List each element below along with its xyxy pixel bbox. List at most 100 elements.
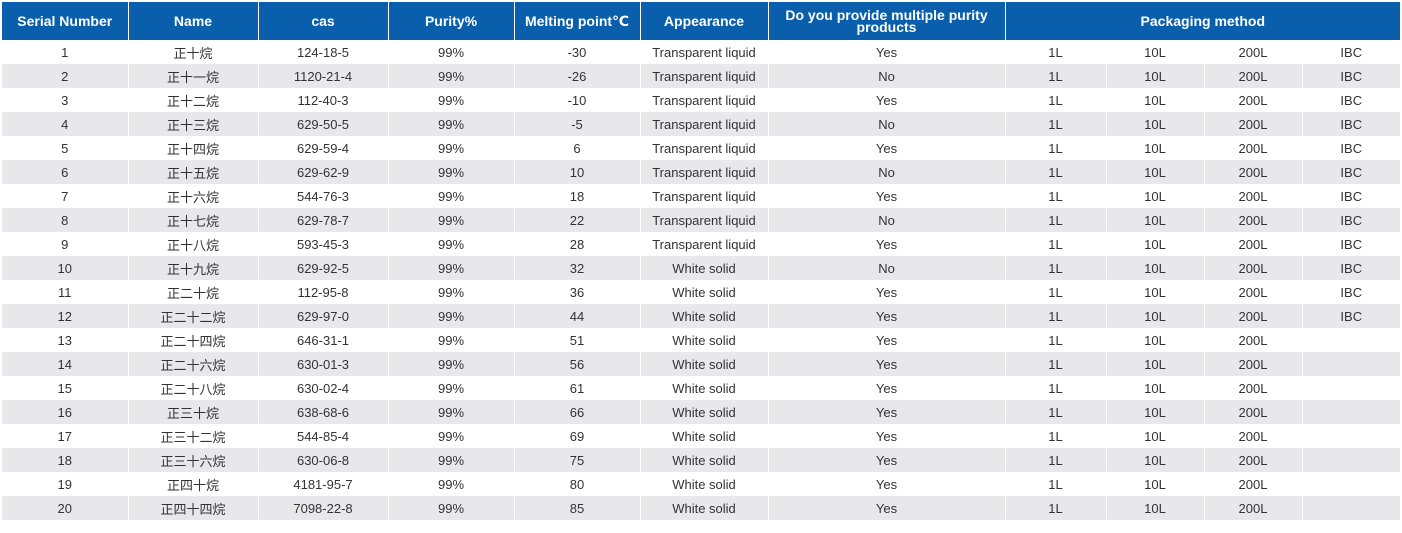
cell-name: 正四十四烷	[128, 496, 259, 520]
cell-purity: 99%	[388, 40, 515, 64]
cell-pack-1l: 1L	[1005, 136, 1107, 160]
cell-appearance: White solid	[640, 472, 769, 496]
header-purity: Purity%	[388, 2, 515, 40]
cell-melting-point: -10	[514, 88, 641, 112]
cell-cas: 544-85-4	[258, 424, 389, 448]
cell-cas: 629-92-5	[258, 256, 389, 280]
cell-pack-ibc	[1302, 376, 1401, 400]
cell-name: 正三十二烷	[128, 424, 259, 448]
table-row: 20 正四十四烷 7098-22-8 99% 85 White solid Yes 1L 10L…	[2, 496, 1401, 520]
cell-pack-ibc: IBC	[1302, 112, 1401, 136]
cell-pack-200l: 200L	[1204, 448, 1303, 472]
cell-appearance: White solid	[640, 400, 769, 424]
cell-cas: 638-68-6	[258, 400, 389, 424]
cell-melting-point: 6	[514, 136, 641, 160]
cell-pack-1l: 1L	[1005, 328, 1107, 352]
cell-serial-number: 11	[2, 280, 129, 304]
table-row: 13 正二十四烷 646-31-1 99% 51 White solid Yes 1L 10L 2…	[2, 328, 1401, 352]
cell-melting-point: -5	[514, 112, 641, 136]
cell-purity: 99%	[388, 496, 515, 520]
cell-pack-1l: 1L	[1005, 208, 1107, 232]
cell-cas: 630-06-8	[258, 448, 389, 472]
cell-cas: 112-40-3	[258, 88, 389, 112]
cell-serial-number: 10	[2, 256, 129, 280]
cell-cas: 629-50-5	[258, 112, 389, 136]
cell-name: 正二十四烷	[128, 328, 259, 352]
cell-pack-10l: 10L	[1106, 376, 1205, 400]
cell-cas: 629-59-4	[258, 136, 389, 160]
cell-cas: 124-18-5	[258, 40, 389, 64]
cell-multiple-purity: Yes	[768, 88, 1006, 112]
cell-pack-200l: 200L	[1204, 64, 1303, 88]
cell-pack-200l: 200L	[1204, 328, 1303, 352]
cell-appearance: White solid	[640, 424, 769, 448]
cell-melting-point: 32	[514, 256, 641, 280]
cell-cas: 646-31-1	[258, 328, 389, 352]
cell-pack-10l: 10L	[1106, 40, 1205, 64]
cell-melting-point: 61	[514, 376, 641, 400]
cell-cas: 1120-21-4	[258, 64, 389, 88]
cell-pack-ibc: IBC	[1302, 232, 1401, 256]
product-table: Serial Number Name cas Purity% Melting p…	[2, 2, 1401, 520]
cell-serial-number: 17	[2, 424, 129, 448]
cell-cas: 630-01-3	[258, 352, 389, 376]
cell-pack-200l: 200L	[1204, 136, 1303, 160]
cell-appearance: Transparent liquid	[640, 40, 769, 64]
cell-pack-200l: 200L	[1204, 40, 1303, 64]
cell-melting-point: 56	[514, 352, 641, 376]
cell-multiple-purity: Yes	[768, 232, 1006, 256]
cell-pack-10l: 10L	[1106, 496, 1205, 520]
cell-pack-200l: 200L	[1204, 88, 1303, 112]
cell-pack-ibc	[1302, 448, 1401, 472]
cell-cas: 630-02-4	[258, 376, 389, 400]
cell-pack-200l: 200L	[1204, 496, 1303, 520]
cell-multiple-purity: Yes	[768, 424, 1006, 448]
cell-purity: 99%	[388, 328, 515, 352]
cell-appearance: Transparent liquid	[640, 208, 769, 232]
cell-pack-200l: 200L	[1204, 400, 1303, 424]
cell-name: 正十二烷	[128, 88, 259, 112]
table-row: 9 正十八烷 593-45-3 99% 28 Transparent liquid Yes 1…	[2, 232, 1401, 256]
cell-serial-number: 13	[2, 328, 129, 352]
table-row: 7 正十六烷 544-76-3 99% 18 Transparent liquid Yes 1…	[2, 184, 1401, 208]
cell-name: 正十一烷	[128, 64, 259, 88]
cell-pack-10l: 10L	[1106, 472, 1205, 496]
cell-pack-ibc: IBC	[1302, 40, 1401, 64]
cell-pack-1l: 1L	[1005, 448, 1107, 472]
cell-multiple-purity: Yes	[768, 328, 1006, 352]
cell-pack-1l: 1L	[1005, 160, 1107, 184]
cell-pack-1l: 1L	[1005, 304, 1107, 328]
table-row: 15 正二十八烷 630-02-4 99% 61 White solid Yes 1L 10L 2…	[2, 376, 1401, 400]
cell-pack-10l: 10L	[1106, 88, 1205, 112]
cell-pack-ibc: IBC	[1302, 88, 1401, 112]
cell-pack-1l: 1L	[1005, 112, 1107, 136]
cell-pack-10l: 10L	[1106, 136, 1205, 160]
cell-purity: 99%	[388, 64, 515, 88]
header-melting-point: Melting point℃	[514, 2, 641, 40]
cell-pack-ibc	[1302, 328, 1401, 352]
cell-purity: 99%	[388, 112, 515, 136]
cell-appearance: White solid	[640, 448, 769, 472]
table-row: 8 正十七烷 629-78-7 99% 22 Transparent liquid No 1L…	[2, 208, 1401, 232]
table-row: 3 正十二烷 112-40-3 99% -10 Transparent liquid Yes…	[2, 88, 1401, 112]
cell-pack-200l: 200L	[1204, 352, 1303, 376]
header-name: Name	[128, 2, 259, 40]
cell-pack-200l: 200L	[1204, 160, 1303, 184]
cell-serial-number: 20	[2, 496, 129, 520]
cell-pack-10l: 10L	[1106, 160, 1205, 184]
cell-melting-point: 85	[514, 496, 641, 520]
cell-melting-point: -26	[514, 64, 641, 88]
cell-pack-ibc: IBC	[1302, 184, 1401, 208]
cell-appearance: White solid	[640, 256, 769, 280]
cell-purity: 99%	[388, 352, 515, 376]
table-row: 10 正十九烷 629-92-5 99% 32 White solid No 1L 10L 200…	[2, 256, 1401, 280]
cell-multiple-purity: Yes	[768, 136, 1006, 160]
cell-appearance: Transparent liquid	[640, 112, 769, 136]
cell-appearance: White solid	[640, 328, 769, 352]
cell-pack-10l: 10L	[1106, 448, 1205, 472]
cell-pack-10l: 10L	[1106, 352, 1205, 376]
cell-pack-1l: 1L	[1005, 472, 1107, 496]
cell-melting-point: 80	[514, 472, 641, 496]
cell-pack-200l: 200L	[1204, 376, 1303, 400]
cell-name: 正十烷	[128, 40, 259, 64]
